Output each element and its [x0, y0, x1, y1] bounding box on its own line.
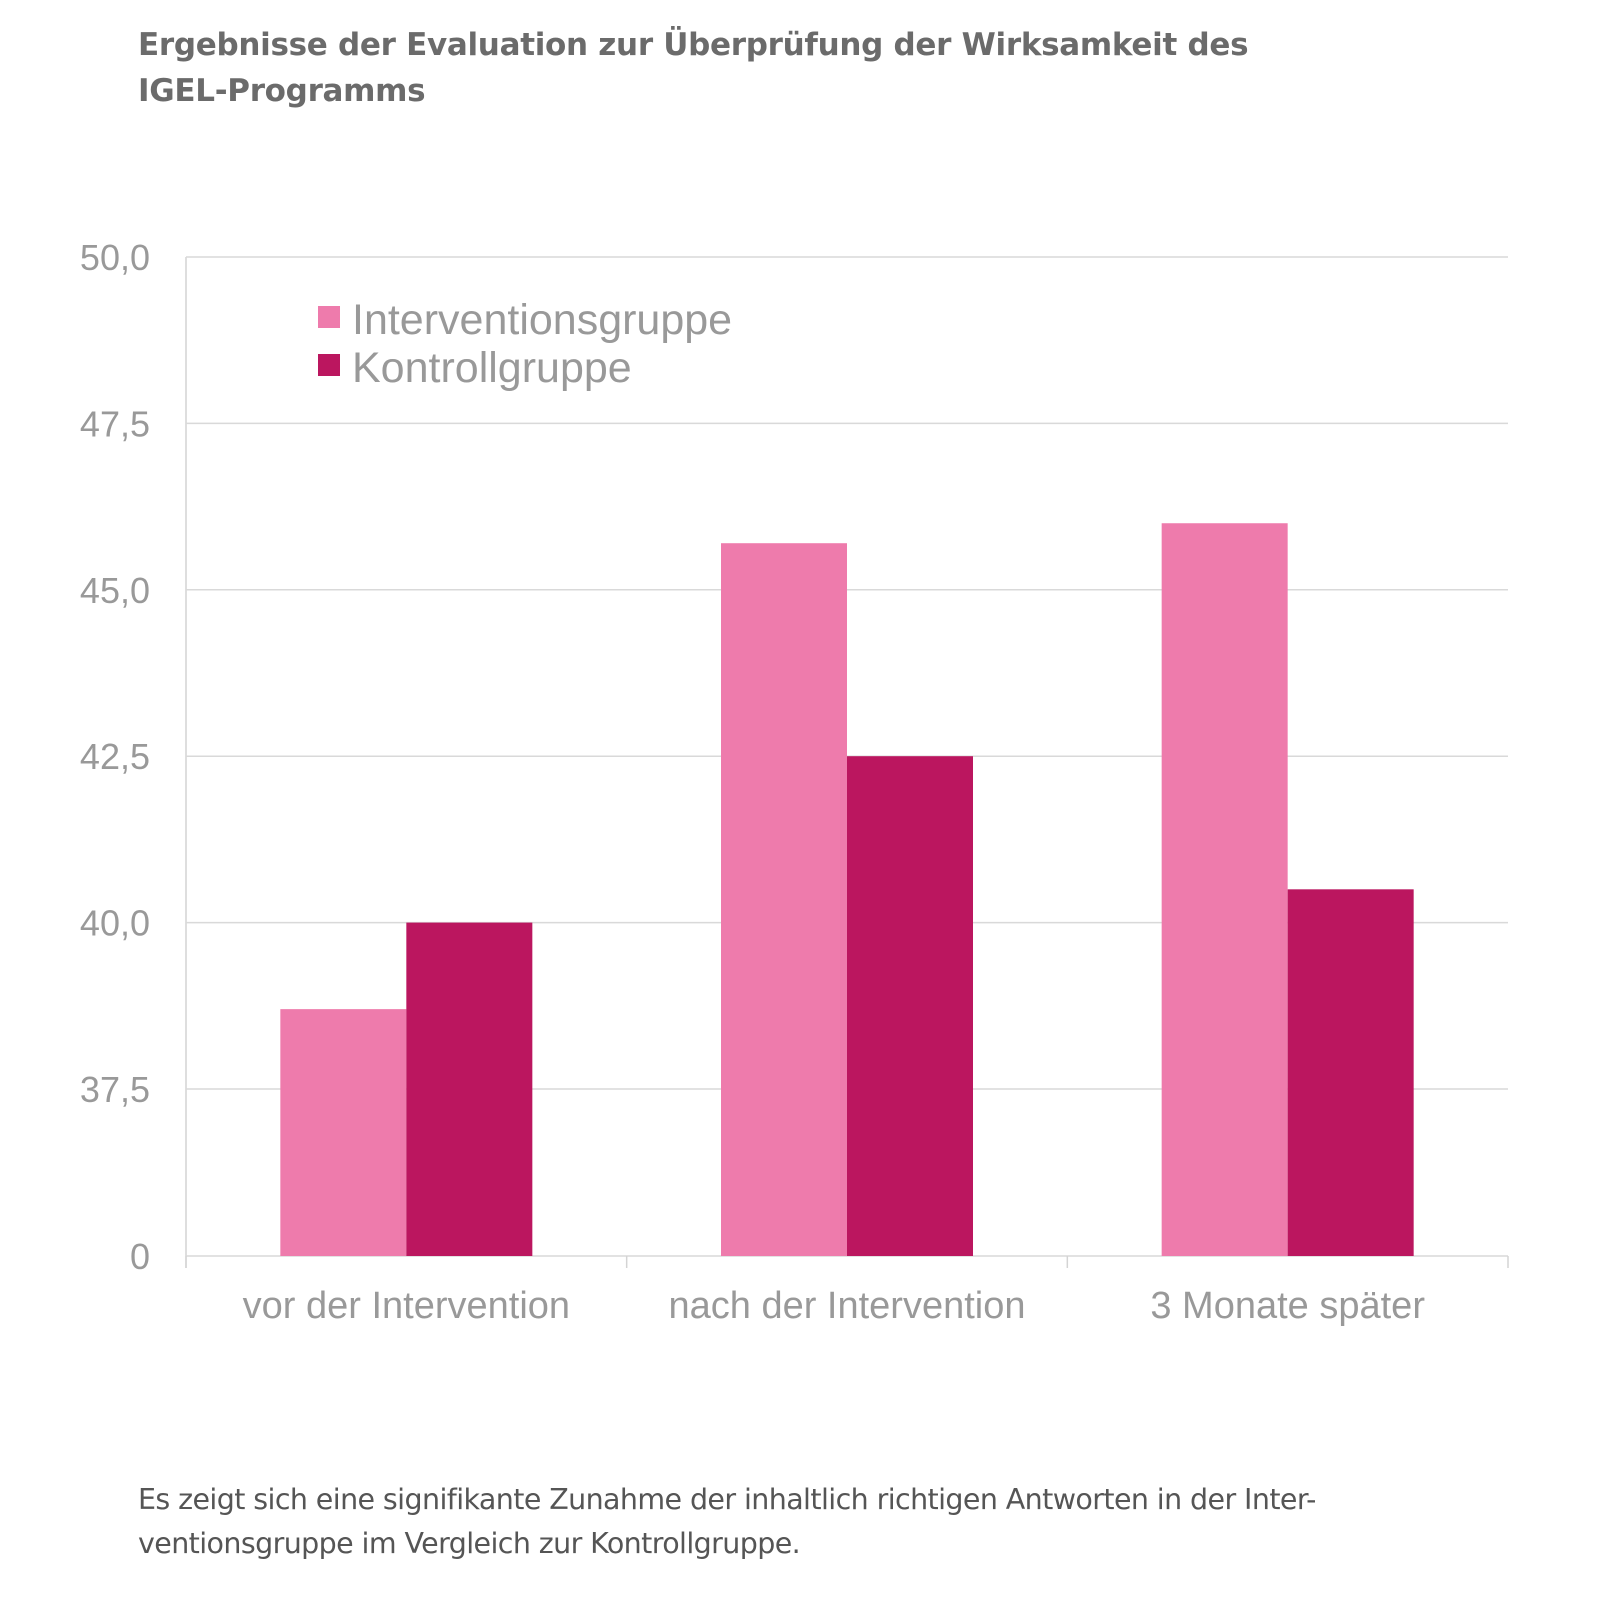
title-line-2: IGEL-Programms	[138, 73, 426, 109]
x-axis-labels: vor der Intervention nach der Interventio…	[243, 1285, 1426, 1327]
bar-kontrollgruppe	[847, 756, 973, 1256]
x-category-label: vor der Intervention	[243, 1285, 570, 1327]
y-tick-label: 0	[130, 1236, 150, 1277]
y-tick-label: 45,0	[80, 570, 150, 611]
bar-chart: 0 37,5 40,0 42,5 45,0 47,5 50,0 vor der Interv…	[80, 237, 1509, 1327]
legend-swatch	[318, 354, 340, 376]
y-tick-label: 50,0	[80, 237, 150, 278]
bar-interventionsgruppe	[280, 1009, 407, 1256]
bar-kontrollgruppe	[406, 922, 533, 1256]
y-axis-ticks: 0 37,5 40,0 42,5 45,0 47,5 50,0	[80, 237, 150, 1277]
legend-label: Kontrollgruppe	[352, 344, 632, 392]
x-category-label: nach der Intervention	[668, 1285, 1025, 1327]
caption: Es zeigt sich eine signifikante Zunahme …	[138, 1478, 1538, 1566]
chart-title: Ergebnisse der Evaluation zur Überprüfun…	[138, 22, 1438, 114]
legend-label: Interventionsgruppe	[352, 296, 732, 344]
y-tick-label: 40,0	[80, 903, 150, 944]
bar-interventionsgruppe	[721, 543, 847, 1256]
bars	[280, 523, 1414, 1256]
legend-swatch	[318, 306, 340, 328]
bar-interventionsgruppe	[1161, 523, 1288, 1256]
x-axis	[185, 1256, 1509, 1268]
y-tick-label: 42,5	[80, 736, 150, 777]
bar-kontrollgruppe	[1287, 889, 1414, 1256]
y-tick-label: 37,5	[80, 1069, 150, 1110]
caption-line-1: Es zeigt sich eine signifikante Zunahme …	[138, 1483, 1316, 1516]
x-category-label: 3 Monate später	[1150, 1285, 1425, 1327]
y-tick-label: 47,5	[80, 403, 150, 444]
title-line-1: Ergebnisse der Evaluation zur Überprüfun…	[138, 27, 1249, 63]
caption-line-2: ventionsgruppe im Vergleich zur Kontroll…	[138, 1527, 801, 1560]
